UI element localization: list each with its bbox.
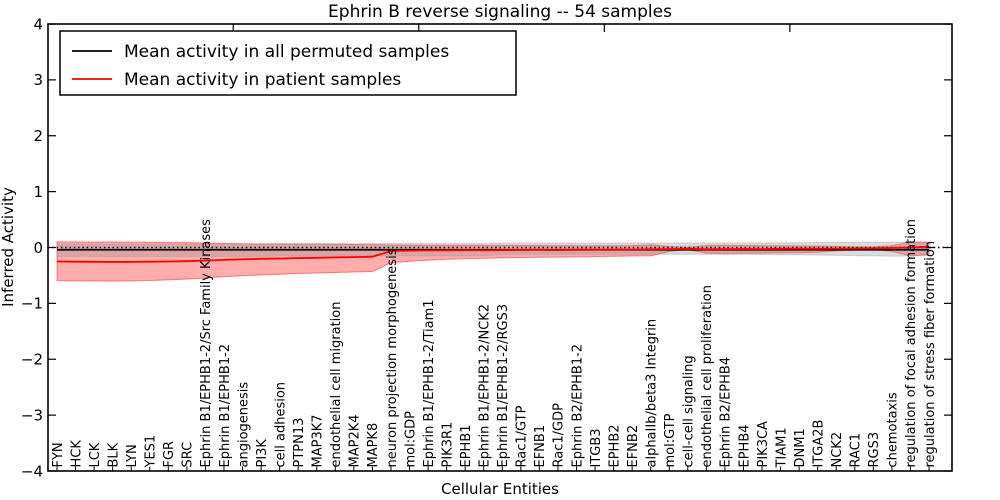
y-tick-label: 4 — [33, 15, 43, 33]
legend-label-patient: Mean activity in patient samples — [124, 70, 401, 90]
category-label: endothelial cell migration — [329, 302, 344, 468]
category-label: alphaIIb/beta3 Integrin — [644, 319, 659, 468]
y-tick-label: 3 — [33, 71, 43, 89]
legend: Mean activity in all permuted samples Me… — [59, 30, 517, 96]
y-tick-label: −3 — [21, 406, 43, 424]
category-label: Ephrin B1/EPHB1-2/NCK2 — [478, 304, 493, 468]
patient-band — [56, 241, 930, 282]
legend-box — [59, 30, 517, 96]
category-label: NCK2 — [830, 432, 845, 468]
y-tick-label: −4 — [21, 462, 43, 480]
category-label: Ephrin B1/EPHB1-2/Tiam1 — [422, 299, 437, 467]
category-label: SRC — [181, 442, 196, 468]
category-label: EPHB1 — [459, 424, 474, 467]
category-label: RAC1 — [849, 433, 864, 468]
category-label: ITGB3 — [589, 428, 604, 467]
category-label: FGR — [162, 441, 177, 468]
patient-mean-line — [56, 245, 930, 263]
category-label: ITGA2B — [811, 420, 826, 468]
y-tick-label: −1 — [21, 295, 43, 313]
chart-title: Ephrin B reverse signaling -- 54 samples — [328, 2, 672, 22]
category-label: regulation of stress fiber formation — [923, 241, 938, 468]
category-label: PIK3R1 — [440, 422, 455, 468]
category-label: MAPK8 — [366, 423, 381, 468]
category-label: Ephrin B2/EPHB1-2 — [570, 344, 585, 468]
category-label: LYN — [125, 444, 140, 467]
category-label: RGS3 — [867, 432, 882, 468]
category-label: EFNB2 — [626, 425, 641, 468]
category-label: Ephrin B1/EPHB1-2/RGS3 — [496, 304, 511, 468]
category-label: FYN — [51, 442, 66, 467]
category-label: MAP2K4 — [348, 414, 363, 467]
category-label: neuron projection morphogenesis — [385, 248, 400, 467]
category-label: DNM1 — [793, 428, 808, 467]
y-tick-label: −2 — [21, 351, 43, 369]
category-label: cell-cell signaling — [682, 355, 697, 467]
y-axis-label: Inferred Activity — [0, 187, 17, 307]
category-label: regulation of focal adhesion formation — [904, 219, 919, 468]
category-label: Ephrin B1/EPHB1-2 — [218, 344, 233, 468]
category-label: LCK — [88, 442, 103, 467]
category-label: endothelial cell proliferation — [700, 285, 715, 468]
category-label: BLK — [106, 442, 121, 467]
category-label: YES1 — [144, 435, 159, 469]
y-tick-label: 1 — [33, 183, 43, 201]
category-label: Rac1/GDP — [552, 403, 567, 468]
category-label: Ephrin B1/EPHB1-2/Src Family Kinases — [199, 219, 214, 468]
category-label: EFNB1 — [533, 425, 548, 468]
y-tick-label: 0 — [33, 239, 43, 257]
y-tick-label: 2 — [33, 127, 43, 145]
category-label: EPHB4 — [737, 424, 752, 467]
category-label: cell adhesion — [273, 382, 288, 468]
category-label: PI3K — [255, 439, 270, 468]
category-label: Ephrin B2/EPHB4 — [719, 357, 734, 468]
category-label: angiogenesis — [236, 382, 251, 468]
category-label: MAP3K7 — [311, 414, 326, 467]
category-label: PTPN13 — [292, 418, 307, 468]
category-label: mol:GDP — [403, 411, 418, 468]
legend-label-permuted: Mean activity in all permuted samples — [124, 42, 449, 62]
category-label: mol:GTP — [663, 413, 678, 467]
category-label: Rac1/GTP — [515, 405, 530, 467]
category-label: PIK3CA — [756, 421, 771, 468]
x-axis-label: Cellular Entities — [441, 480, 559, 498]
category-label: TIAM1 — [774, 427, 789, 468]
category-label: HCK — [69, 440, 84, 468]
category-label: chemotaxis — [886, 392, 901, 467]
category-label: EPHB2 — [607, 424, 622, 467]
